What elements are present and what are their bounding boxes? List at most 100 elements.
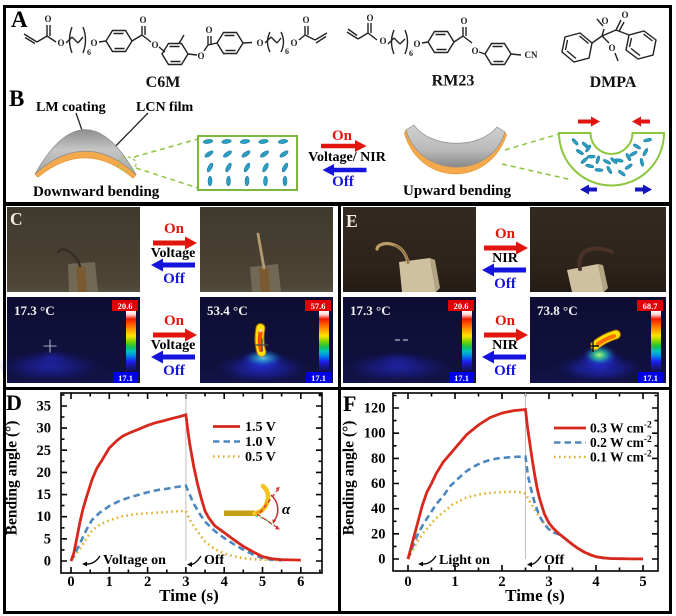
svg-text:On: On xyxy=(495,226,516,242)
svg-text:53.4 °C: 53.4 °C xyxy=(207,303,248,318)
svg-text:O: O xyxy=(621,10,628,20)
svg-text:Off: Off xyxy=(544,553,565,568)
svg-text:Downward bending: Downward bending xyxy=(33,184,160,200)
svg-text:1: 1 xyxy=(106,574,113,590)
svg-text:Bending angle (°): Bending angle (°) xyxy=(4,421,21,536)
svg-text:C6M: C6M xyxy=(146,74,181,88)
svg-text:Upward bending: Upward bending xyxy=(403,183,511,199)
svg-text:1.0 V: 1.0 V xyxy=(245,435,276,450)
svg-text:17.1: 17.1 xyxy=(311,373,326,383)
svg-text:On: On xyxy=(495,313,516,329)
svg-text:On: On xyxy=(164,313,185,329)
svg-text:O: O xyxy=(608,43,615,53)
svg-text:6: 6 xyxy=(87,48,91,57)
svg-text:On: On xyxy=(164,221,185,237)
svg-text:0: 0 xyxy=(44,554,51,570)
svg-text:1.5 V: 1.5 V xyxy=(245,420,276,435)
svg-text:2: 2 xyxy=(144,574,151,590)
svg-text:O: O xyxy=(205,25,212,35)
svg-text:O: O xyxy=(471,46,478,56)
svg-text:Off: Off xyxy=(494,276,517,292)
svg-text:Off: Off xyxy=(204,553,225,568)
svg-text:17.1: 17.1 xyxy=(118,373,133,383)
svg-text:RM23: RM23 xyxy=(432,73,475,89)
svg-text:17.1: 17.1 xyxy=(643,373,658,383)
svg-text:O: O xyxy=(366,13,373,23)
svg-text:3: 3 xyxy=(545,574,552,590)
svg-text:35: 35 xyxy=(37,399,52,415)
svg-text:LCN film: LCN film xyxy=(136,100,194,115)
svg-text:Off: Off xyxy=(494,363,517,379)
svg-text:0: 0 xyxy=(404,574,411,590)
svg-text:Voltage: Voltage xyxy=(151,338,196,353)
svg-text:100: 100 xyxy=(364,426,386,442)
svg-text:17.1: 17.1 xyxy=(454,373,469,383)
svg-text:O: O xyxy=(256,38,263,48)
svg-text:Off: Off xyxy=(163,271,186,287)
svg-text:E: E xyxy=(346,211,358,231)
svg-text:6: 6 xyxy=(409,49,413,58)
svg-text:O: O xyxy=(290,38,297,48)
svg-text:5: 5 xyxy=(639,574,646,590)
svg-text:Bending angle (°): Bending angle (°) xyxy=(341,421,358,536)
svg-text:30: 30 xyxy=(37,421,52,437)
svg-text:Time (s): Time (s) xyxy=(505,586,565,605)
svg-text:120: 120 xyxy=(364,401,386,417)
svg-text:1: 1 xyxy=(451,574,458,590)
svg-text:NIR: NIR xyxy=(492,251,519,266)
svg-text:20: 20 xyxy=(371,526,386,542)
svg-text:25: 25 xyxy=(37,443,52,459)
svg-text:5: 5 xyxy=(44,531,51,547)
svg-text:20: 20 xyxy=(37,465,52,481)
svg-text:Off: Off xyxy=(332,174,355,190)
svg-text:5: 5 xyxy=(259,574,266,590)
svg-text:α: α xyxy=(282,502,291,518)
svg-text:20.6: 20.6 xyxy=(118,301,133,311)
svg-text:Time (s): Time (s) xyxy=(159,586,219,605)
svg-text:80: 80 xyxy=(371,451,386,467)
svg-text:Voltage on: Voltage on xyxy=(103,553,166,568)
svg-text:0: 0 xyxy=(67,574,74,590)
svg-text:57.6: 57.6 xyxy=(311,301,326,311)
svg-text:Light on: Light on xyxy=(439,553,490,568)
svg-text:2: 2 xyxy=(498,574,505,590)
svg-text:O: O xyxy=(44,14,51,24)
svg-text:0.2 W cm-2: 0.2 W cm-2 xyxy=(590,435,652,450)
svg-text:On: On xyxy=(332,128,353,144)
svg-text:O: O xyxy=(139,15,146,25)
svg-text:0: 0 xyxy=(378,552,385,568)
svg-text:6: 6 xyxy=(297,574,304,590)
svg-text:10: 10 xyxy=(37,509,52,525)
svg-text:O: O xyxy=(151,40,158,50)
svg-text:O: O xyxy=(197,51,204,61)
svg-text:Voltage: Voltage xyxy=(151,246,196,261)
svg-text:0.3 W cm-2: 0.3 W cm-2 xyxy=(590,421,652,436)
svg-text:O: O xyxy=(379,36,386,46)
svg-text:O: O xyxy=(302,15,309,25)
svg-text:0.5 V: 0.5 V xyxy=(245,450,276,465)
svg-text:Voltage/ NIR: Voltage/ NIR xyxy=(308,150,387,165)
svg-text:O: O xyxy=(57,38,64,48)
svg-text:73.8 °C: 73.8 °C xyxy=(537,303,578,318)
svg-text:O: O xyxy=(460,16,467,26)
svg-text:0.1 W cm-2: 0.1 W cm-2 xyxy=(590,450,652,465)
svg-text:DMPA: DMPA xyxy=(590,74,637,88)
svg-text:O: O xyxy=(90,38,97,48)
svg-text:6: 6 xyxy=(285,47,289,56)
svg-text:15: 15 xyxy=(37,487,52,503)
svg-text:4: 4 xyxy=(221,574,228,590)
svg-text:Off: Off xyxy=(163,363,186,379)
svg-text:LM coating: LM coating xyxy=(36,100,106,115)
svg-text:68.7: 68.7 xyxy=(643,301,659,311)
svg-text:O: O xyxy=(601,16,608,26)
svg-text:NIR: NIR xyxy=(492,338,519,353)
svg-text:17.3 °C: 17.3 °C xyxy=(14,303,55,318)
svg-text:CN: CN xyxy=(525,50,538,60)
svg-text:3: 3 xyxy=(182,574,189,590)
svg-text:17.3 °C: 17.3 °C xyxy=(350,303,391,318)
svg-text:O: O xyxy=(413,39,420,49)
svg-text:40: 40 xyxy=(371,501,386,517)
svg-text:60: 60 xyxy=(371,476,386,492)
svg-text:20.6: 20.6 xyxy=(454,301,469,311)
svg-text:C: C xyxy=(10,209,23,229)
